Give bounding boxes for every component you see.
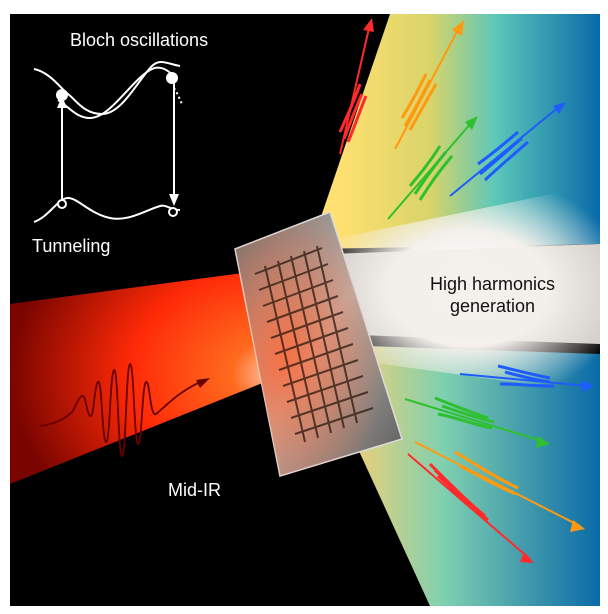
pulse-arrow-icon <box>39 363 210 457</box>
high-harmonics-label-line2: generation <box>449 295 536 316</box>
harmonic-pulse-blue-lower <box>459 364 594 392</box>
harmonic-pulse-green-lower <box>404 396 550 448</box>
crystal-chip-icon <box>234 211 403 477</box>
tunneling-label: Tunneling <box>32 236 111 256</box>
harmonic-fan-upper <box>310 14 600 249</box>
high-harmonics-label-line1: High harmonics <box>430 274 556 294</box>
midir-beam <box>10 264 310 484</box>
harmonic-pulse-orange-lower <box>414 441 585 532</box>
harmonic-pulse-green-upper <box>387 116 478 220</box>
illustration-canvas <box>10 14 600 606</box>
harmonic-pulse-red-lower <box>407 453 534 563</box>
harmonic-pulse-orange-upper <box>394 20 464 150</box>
harmonic-pulse-red-upper <box>338 18 374 155</box>
midir-label: Mid-IR <box>168 480 221 500</box>
harmonic-fan-core-2 <box>330 244 600 344</box>
high-harmonics-label: High harmonics generation <box>430 274 555 317</box>
bloch-oscillations-label: Bloch oscillations <box>70 30 209 50</box>
hhg-illustration: Bloch oscillations Tunneling High harmon… <box>10 14 600 606</box>
band-diagram-icon <box>33 60 183 223</box>
harmonic-pulse-blue-upper <box>449 102 566 197</box>
